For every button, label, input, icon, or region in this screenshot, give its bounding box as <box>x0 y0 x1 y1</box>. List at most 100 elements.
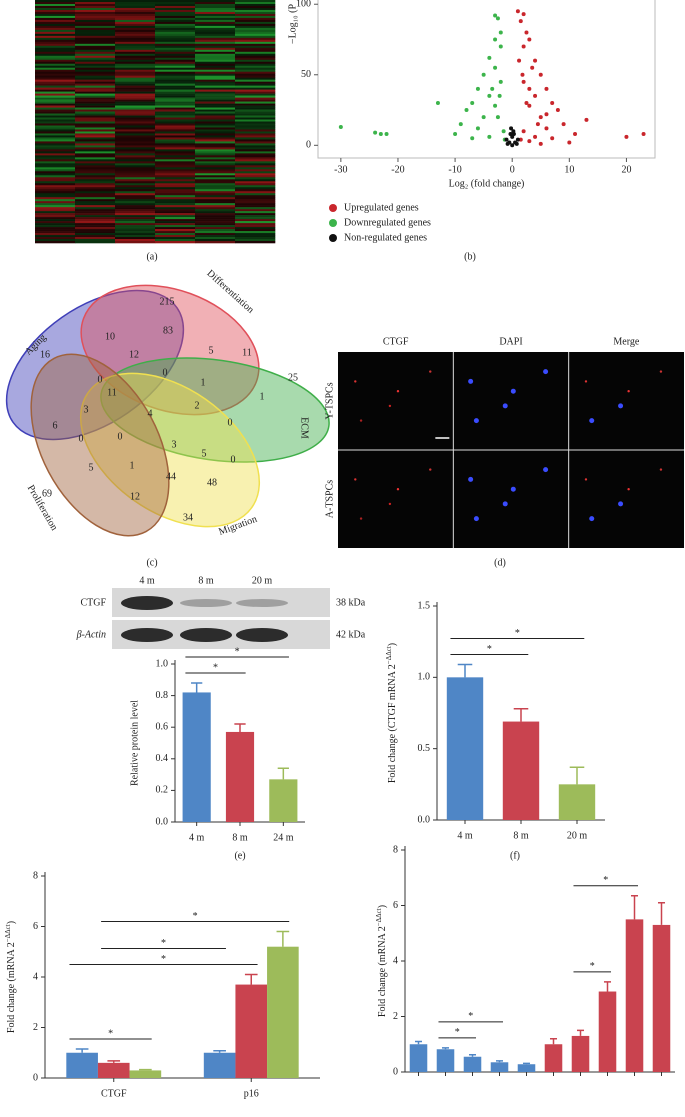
heatmap-cell <box>235 41 276 45</box>
venn-count: 11 <box>107 387 117 398</box>
plot-frame <box>317 0 656 159</box>
heatmap-cell <box>75 237 116 240</box>
heatmap-cell <box>235 149 276 152</box>
venn-count: 5 <box>209 345 214 356</box>
heatmap-cell <box>115 31 156 35</box>
heatmap-cell <box>75 79 116 82</box>
heatmap-cell <box>35 209 76 212</box>
heatmap-cell <box>155 237 196 240</box>
heatmap-cell <box>35 225 76 228</box>
heatmap-cell <box>235 123 276 126</box>
cell-signal <box>584 380 588 383</box>
data-point <box>555 108 560 113</box>
heatmap-cell <box>195 229 236 232</box>
data-point <box>533 93 538 98</box>
heatmap-cell <box>75 143 116 146</box>
heatmap-cell <box>195 65 236 69</box>
heatmap-cell <box>195 173 236 176</box>
error-bar <box>244 973 258 985</box>
data-point <box>514 141 519 146</box>
heatmap-cell <box>195 171 236 174</box>
heatmap-cell <box>235 115 276 118</box>
heatmap-cell <box>35 31 76 35</box>
heatmap-cell <box>195 61 236 65</box>
heatmap-cell <box>115 27 156 31</box>
heatmap-cell <box>195 129 236 132</box>
heatmap-cell <box>235 89 276 92</box>
panel-label: (c) <box>146 557 157 568</box>
heatmap-cell <box>115 107 156 110</box>
y-tick-label: 0.4 <box>156 753 169 764</box>
heatmap-cell <box>195 157 236 160</box>
heatmap-cell <box>235 165 276 168</box>
venn-set <box>100 357 330 463</box>
heatmap-cell <box>195 151 236 154</box>
heatmap-cell <box>75 177 116 180</box>
heatmap-cell <box>75 217 116 220</box>
heatmap-cell <box>75 67 116 71</box>
heatmap-cell <box>75 87 116 90</box>
heatmap-cell <box>235 15 276 19</box>
heatmap-cell <box>195 185 236 188</box>
heatmap-cell <box>75 129 116 132</box>
heatmap-cell <box>35 145 76 148</box>
heatmap-cell <box>155 167 196 170</box>
heatmap-cell <box>115 17 156 21</box>
y-axis-label-end: ) <box>6 921 17 924</box>
data-point <box>487 55 492 60</box>
heatmap-cell <box>155 81 196 84</box>
heatmap-cell <box>115 73 156 76</box>
y-tick-label: 1.0 <box>418 672 431 683</box>
heatmap-cell <box>235 129 276 132</box>
heatmap-cell <box>115 195 156 198</box>
heatmap-cell <box>75 193 116 196</box>
heatmap-cell <box>235 39 276 43</box>
heatmap-cell <box>195 21 236 25</box>
bar <box>203 1052 236 1078</box>
data-point <box>481 115 486 120</box>
heatmap-cell <box>115 191 156 194</box>
heatmap-cell <box>35 133 76 136</box>
error-bar <box>522 1062 531 1065</box>
heatmap-cell <box>115 155 156 158</box>
heatmap-cell <box>115 165 156 168</box>
bar <box>490 1062 509 1072</box>
heatmap-cell <box>195 121 236 124</box>
data-point <box>538 141 543 146</box>
error-bar <box>107 1060 121 1063</box>
heatmap-cell <box>75 93 116 96</box>
heatmap-cell <box>235 59 276 63</box>
heatmap-cell <box>35 223 76 226</box>
heatmap-cell <box>35 189 76 192</box>
legend-label: Downregulated genes <box>344 217 431 228</box>
error-bar <box>276 930 290 947</box>
cell-signal <box>354 380 357 383</box>
heatmap-cell <box>75 21 116 25</box>
heatmap-cell <box>115 35 156 39</box>
legend-marker <box>329 204 337 212</box>
heatmap-cell <box>155 21 196 25</box>
heatmap-cell <box>195 31 236 35</box>
venn-count: 3 <box>84 404 89 415</box>
heatmap <box>35 0 276 244</box>
heatmap-cell <box>235 63 276 67</box>
heatmap-cell <box>155 121 196 124</box>
heatmap-cell <box>75 141 116 144</box>
heatmap-cell <box>155 197 196 200</box>
heatmap-cell <box>235 137 276 140</box>
heatmap-cell <box>75 161 116 164</box>
data-point <box>498 44 503 49</box>
heatmap-cell <box>115 231 156 234</box>
heatmap-cell <box>75 105 116 108</box>
heatmap-cell <box>235 225 276 228</box>
heatmap-cell <box>75 223 116 226</box>
y-tick-label: 100 <box>296 0 311 10</box>
heatmap-cell <box>155 57 196 61</box>
heatmap-cell <box>35 77 76 80</box>
cell-signal <box>468 476 474 482</box>
heatmap-cell <box>115 125 156 128</box>
heatmap-cell <box>35 185 76 188</box>
data-point <box>527 139 532 144</box>
heatmap-cell <box>195 47 236 51</box>
heatmap-cell <box>235 121 276 124</box>
